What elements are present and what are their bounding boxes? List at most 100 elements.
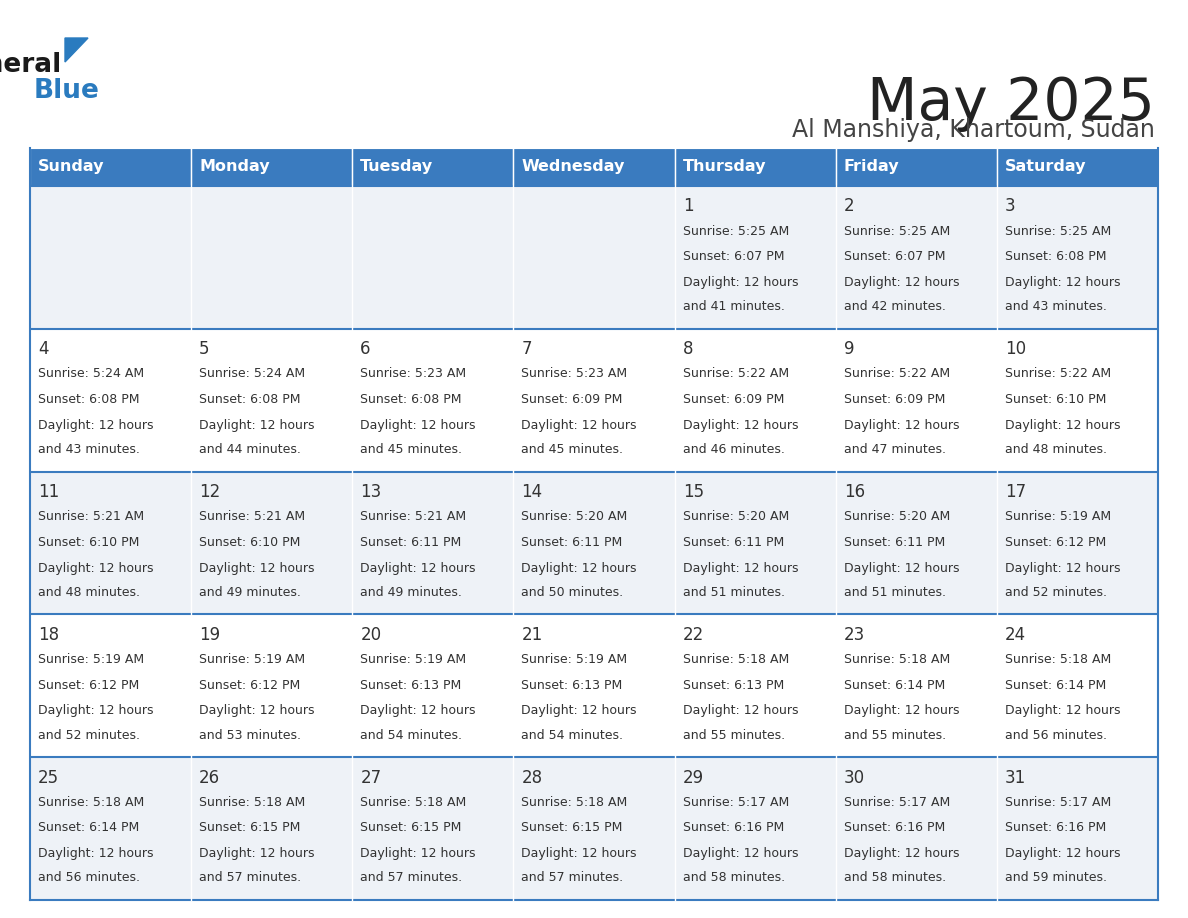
Text: Daylight: 12 hours: Daylight: 12 hours (522, 847, 637, 860)
Text: 27: 27 (360, 768, 381, 787)
Text: Sunrise: 5:17 AM: Sunrise: 5:17 AM (1005, 796, 1111, 809)
Text: Sunrise: 5:17 AM: Sunrise: 5:17 AM (683, 796, 789, 809)
Text: and 56 minutes.: and 56 minutes. (1005, 729, 1107, 742)
Bar (675, 472, 835, 614)
Text: and 52 minutes.: and 52 minutes. (1005, 586, 1107, 599)
Text: Saturday: Saturday (1005, 160, 1086, 174)
Bar (353, 472, 513, 614)
Text: and 57 minutes.: and 57 minutes. (522, 871, 624, 884)
Text: Sunset: 6:11 PM: Sunset: 6:11 PM (522, 536, 623, 549)
Text: Sunset: 6:16 PM: Sunset: 6:16 PM (843, 822, 944, 834)
Text: 20: 20 (360, 626, 381, 644)
Text: 7: 7 (522, 341, 532, 358)
Bar (997, 148, 1158, 186)
Text: Sunrise: 5:22 AM: Sunrise: 5:22 AM (843, 367, 950, 380)
Text: Daylight: 12 hours: Daylight: 12 hours (1005, 704, 1120, 717)
Text: 4: 4 (38, 341, 49, 358)
Text: Sunset: 6:08 PM: Sunset: 6:08 PM (200, 393, 301, 406)
Text: Daylight: 12 hours: Daylight: 12 hours (843, 419, 959, 431)
Text: and 55 minutes.: and 55 minutes. (843, 729, 946, 742)
Bar (835, 614, 997, 757)
Bar (30, 329, 191, 472)
Bar (835, 329, 997, 472)
Text: Sunset: 6:09 PM: Sunset: 6:09 PM (522, 393, 623, 406)
Text: Sunrise: 5:20 AM: Sunrise: 5:20 AM (683, 510, 789, 523)
Bar (353, 186, 513, 329)
Text: 12: 12 (200, 483, 221, 501)
Text: Tuesday: Tuesday (360, 160, 434, 174)
Text: Daylight: 12 hours: Daylight: 12 hours (843, 562, 959, 575)
Text: Daylight: 12 hours: Daylight: 12 hours (360, 847, 476, 860)
Bar (353, 148, 513, 186)
Text: Sunset: 6:15 PM: Sunset: 6:15 PM (200, 822, 301, 834)
Text: 15: 15 (683, 483, 703, 501)
Text: Daylight: 12 hours: Daylight: 12 hours (843, 276, 959, 289)
Text: Sunset: 6:11 PM: Sunset: 6:11 PM (360, 536, 462, 549)
Text: 29: 29 (683, 768, 703, 787)
Text: Daylight: 12 hours: Daylight: 12 hours (843, 847, 959, 860)
Text: 22: 22 (683, 626, 703, 644)
Text: 24: 24 (1005, 626, 1026, 644)
Bar (513, 472, 675, 614)
Text: Sunset: 6:14 PM: Sunset: 6:14 PM (38, 822, 139, 834)
Text: and 50 minutes.: and 50 minutes. (522, 586, 624, 599)
Text: Sunset: 6:07 PM: Sunset: 6:07 PM (843, 251, 946, 263)
Text: Daylight: 12 hours: Daylight: 12 hours (522, 562, 637, 575)
Text: and 55 minutes.: and 55 minutes. (683, 729, 785, 742)
Bar (513, 186, 675, 329)
Text: Sunrise: 5:18 AM: Sunrise: 5:18 AM (522, 796, 627, 809)
Bar (997, 472, 1158, 614)
Text: Daylight: 12 hours: Daylight: 12 hours (360, 419, 476, 431)
Text: and 41 minutes.: and 41 minutes. (683, 300, 784, 313)
Text: Daylight: 12 hours: Daylight: 12 hours (522, 704, 637, 717)
Text: Sunrise: 5:17 AM: Sunrise: 5:17 AM (843, 796, 950, 809)
Text: 13: 13 (360, 483, 381, 501)
Text: Sunday: Sunday (38, 160, 105, 174)
Text: and 59 minutes.: and 59 minutes. (1005, 871, 1107, 884)
Text: 25: 25 (38, 768, 59, 787)
Text: Sunset: 6:13 PM: Sunset: 6:13 PM (683, 678, 784, 691)
Text: and 48 minutes.: and 48 minutes. (38, 586, 140, 599)
Text: Sunrise: 5:18 AM: Sunrise: 5:18 AM (843, 653, 950, 666)
Bar (675, 148, 835, 186)
Text: Sunrise: 5:18 AM: Sunrise: 5:18 AM (683, 653, 789, 666)
Polygon shape (65, 38, 88, 62)
Text: Sunrise: 5:24 AM: Sunrise: 5:24 AM (200, 367, 305, 380)
Text: Sunset: 6:11 PM: Sunset: 6:11 PM (843, 536, 944, 549)
Text: 11: 11 (38, 483, 59, 501)
Text: Sunrise: 5:20 AM: Sunrise: 5:20 AM (522, 510, 627, 523)
Bar (30, 614, 191, 757)
Bar (997, 614, 1158, 757)
Text: 2: 2 (843, 197, 854, 216)
Text: Daylight: 12 hours: Daylight: 12 hours (683, 276, 798, 289)
Text: Sunset: 6:15 PM: Sunset: 6:15 PM (360, 822, 462, 834)
Text: and 45 minutes.: and 45 minutes. (360, 443, 462, 456)
Text: Sunset: 6:14 PM: Sunset: 6:14 PM (843, 678, 944, 691)
Bar (675, 614, 835, 757)
Text: Daylight: 12 hours: Daylight: 12 hours (360, 704, 476, 717)
Text: Sunrise: 5:19 AM: Sunrise: 5:19 AM (38, 653, 144, 666)
Text: Daylight: 12 hours: Daylight: 12 hours (38, 562, 153, 575)
Text: and 49 minutes.: and 49 minutes. (360, 586, 462, 599)
Text: 8: 8 (683, 341, 693, 358)
Text: 18: 18 (38, 626, 59, 644)
Bar (30, 472, 191, 614)
Text: Sunrise: 5:22 AM: Sunrise: 5:22 AM (1005, 367, 1111, 380)
Text: Sunrise: 5:19 AM: Sunrise: 5:19 AM (522, 653, 627, 666)
Text: and 58 minutes.: and 58 minutes. (683, 871, 785, 884)
Bar (835, 757, 997, 900)
Text: Sunrise: 5:25 AM: Sunrise: 5:25 AM (683, 225, 789, 238)
Text: Sunset: 6:08 PM: Sunset: 6:08 PM (360, 393, 462, 406)
Bar (835, 472, 997, 614)
Bar (353, 329, 513, 472)
Bar (513, 757, 675, 900)
Text: Sunset: 6:07 PM: Sunset: 6:07 PM (683, 251, 784, 263)
Text: Sunrise: 5:18 AM: Sunrise: 5:18 AM (1005, 653, 1111, 666)
Text: Sunset: 6:08 PM: Sunset: 6:08 PM (1005, 251, 1106, 263)
Text: Daylight: 12 hours: Daylight: 12 hours (522, 419, 637, 431)
Bar (30, 757, 191, 900)
Text: and 45 minutes.: and 45 minutes. (522, 443, 624, 456)
Text: Daylight: 12 hours: Daylight: 12 hours (1005, 419, 1120, 431)
Bar (513, 614, 675, 757)
Bar (191, 329, 353, 472)
